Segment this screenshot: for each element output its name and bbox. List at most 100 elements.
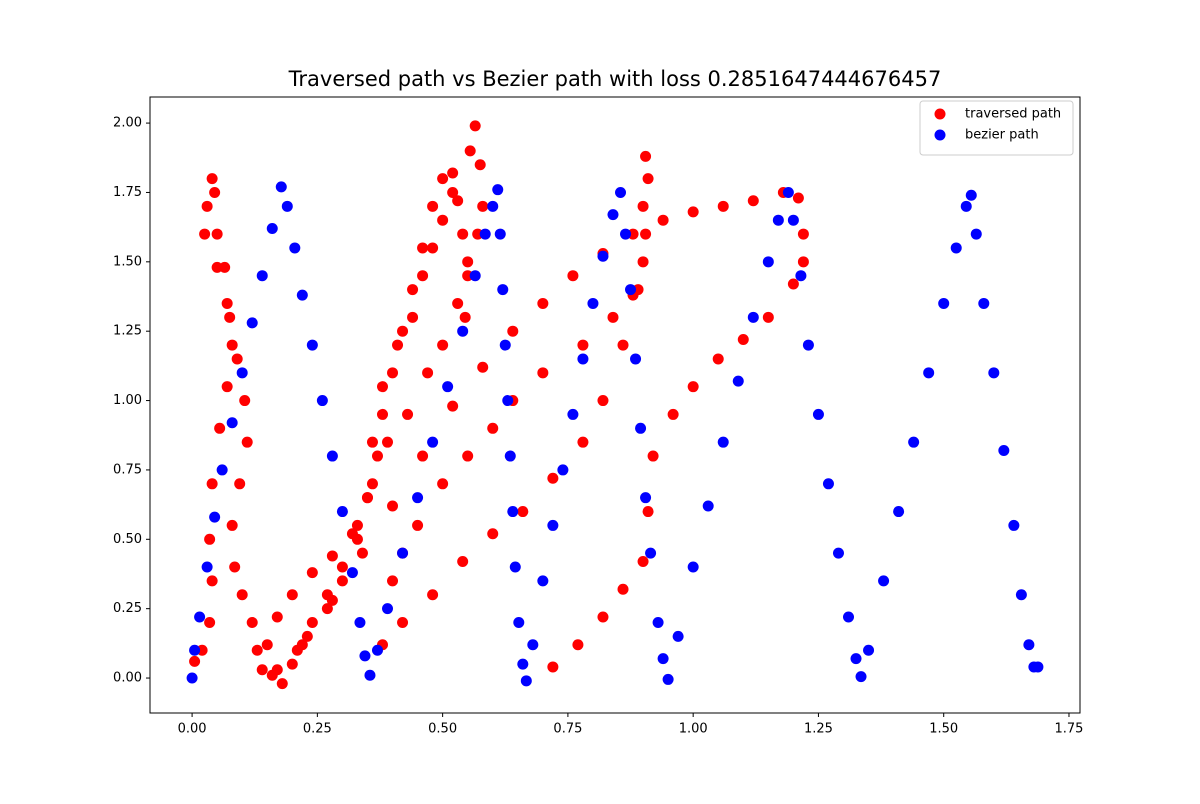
point: [617, 583, 629, 595]
point: [687, 206, 699, 218]
point: [998, 445, 1010, 457]
point: [359, 650, 371, 662]
point: [452, 297, 464, 309]
point: [427, 242, 439, 254]
point: [229, 561, 241, 573]
point: [241, 436, 253, 448]
point: [832, 547, 844, 559]
plot-area: [186, 120, 1044, 690]
point: [850, 653, 862, 665]
point: [772, 214, 784, 226]
point: [843, 611, 855, 623]
point: [382, 436, 394, 448]
point: [437, 478, 449, 490]
point: [1023, 639, 1035, 651]
point: [640, 228, 652, 240]
point: [630, 353, 642, 365]
point: [296, 289, 308, 301]
point: [301, 630, 313, 642]
point: [206, 575, 218, 587]
point: [351, 519, 363, 531]
point: [893, 506, 905, 518]
x-tick-label: 1.25: [804, 722, 833, 737]
chart-title: Traversed path vs Bezier path with loss …: [288, 67, 942, 91]
point: [417, 450, 429, 462]
point: [387, 500, 399, 512]
point: [447, 400, 459, 412]
point: [256, 270, 268, 282]
point: [236, 367, 248, 379]
point: [687, 561, 699, 573]
point: [469, 270, 481, 282]
x-tick-label: 0.75: [553, 722, 582, 737]
point: [457, 555, 469, 567]
point: [427, 200, 439, 212]
point: [672, 630, 684, 642]
point: [211, 261, 223, 273]
point: [652, 617, 664, 629]
point: [437, 339, 449, 351]
x-tick-label: 1.50: [929, 722, 958, 737]
point: [607, 311, 619, 323]
point: [387, 367, 399, 379]
point: [286, 589, 298, 601]
point: [965, 189, 977, 201]
point: [657, 653, 669, 665]
point: [209, 186, 221, 198]
point: [407, 284, 419, 296]
point: [201, 561, 213, 573]
point: [189, 644, 201, 656]
point: [647, 450, 659, 462]
point: [537, 367, 549, 379]
point: [477, 200, 489, 212]
point: [351, 533, 363, 545]
axes-frame: [149, 96, 1081, 714]
point: [662, 673, 674, 685]
point: [194, 611, 206, 623]
point: [923, 367, 935, 379]
point: [487, 528, 499, 540]
x-tick-label: 1.75: [1054, 722, 1083, 737]
point: [517, 658, 529, 670]
point: [371, 644, 383, 656]
point: [452, 195, 464, 207]
point: [494, 228, 506, 240]
point: [397, 617, 409, 629]
point: [557, 464, 569, 476]
point: [296, 639, 308, 651]
point: [797, 228, 809, 240]
point: [572, 639, 584, 651]
point: [642, 173, 654, 185]
point: [275, 181, 287, 193]
point: [747, 311, 759, 323]
point: [316, 395, 328, 407]
point: [336, 575, 348, 587]
point: [422, 367, 434, 379]
point: [437, 173, 449, 185]
point: [189, 655, 201, 667]
point: [635, 422, 647, 434]
point: [960, 200, 972, 212]
point: [246, 617, 258, 629]
point: [577, 353, 589, 365]
point: [209, 511, 221, 523]
point: [577, 436, 589, 448]
point: [637, 200, 649, 212]
point: [878, 575, 890, 587]
point: [437, 214, 449, 226]
point: [321, 603, 333, 615]
point: [908, 436, 920, 448]
point: [642, 506, 654, 518]
point: [206, 478, 218, 490]
point: [462, 450, 474, 462]
point: [978, 297, 990, 309]
point: [587, 297, 599, 309]
point: [459, 311, 471, 323]
point: [356, 547, 368, 559]
legend-marker: [934, 108, 946, 120]
point: [231, 353, 243, 365]
point: [402, 408, 414, 420]
y-tick-label: 2.00: [113, 116, 142, 131]
point: [306, 567, 318, 579]
point: [1008, 519, 1020, 531]
